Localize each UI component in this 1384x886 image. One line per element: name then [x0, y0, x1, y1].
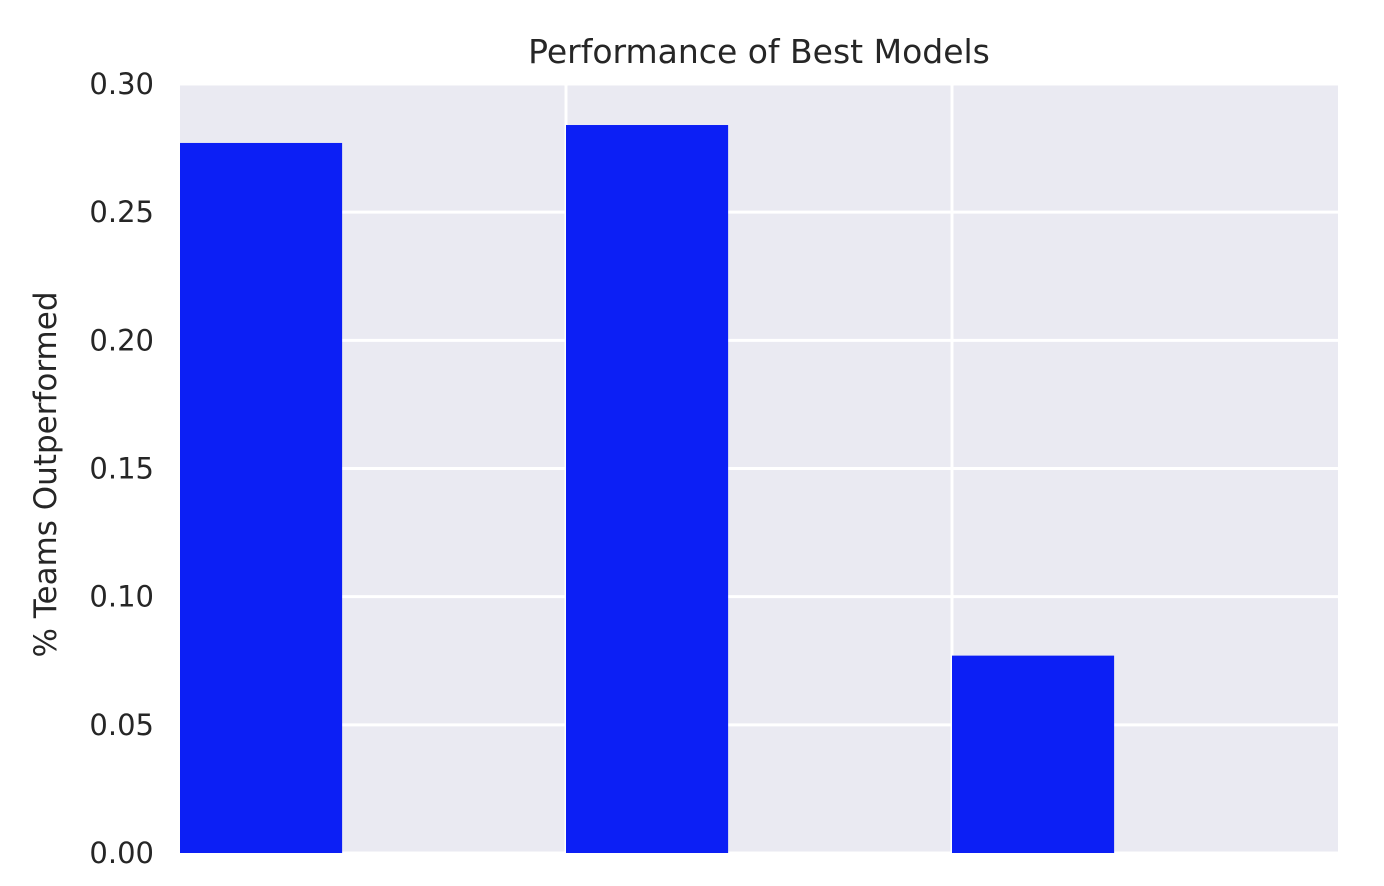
- bar-3: [952, 655, 1115, 853]
- bar-1: [180, 142, 343, 853]
- y-tick-labels: 0.00 0.05 0.10 0.15 0.20 0.25 0.30: [89, 67, 154, 870]
- y-tick-label: 0.30: [89, 67, 154, 101]
- y-axis-label: % Teams Outperformed: [28, 292, 64, 658]
- y-tick-label: 0.10: [89, 580, 154, 614]
- y-tick-label: 0.25: [89, 195, 154, 229]
- y-tick-label: 0.20: [89, 323, 154, 357]
- bar-2: [566, 125, 729, 854]
- y-tick-label: 0.05: [89, 708, 154, 742]
- y-tick-label: 0.15: [89, 452, 154, 486]
- bars: [180, 125, 1115, 854]
- chart-title: Performance of Best Models: [528, 32, 990, 71]
- y-tick-label: 0.00: [89, 836, 154, 870]
